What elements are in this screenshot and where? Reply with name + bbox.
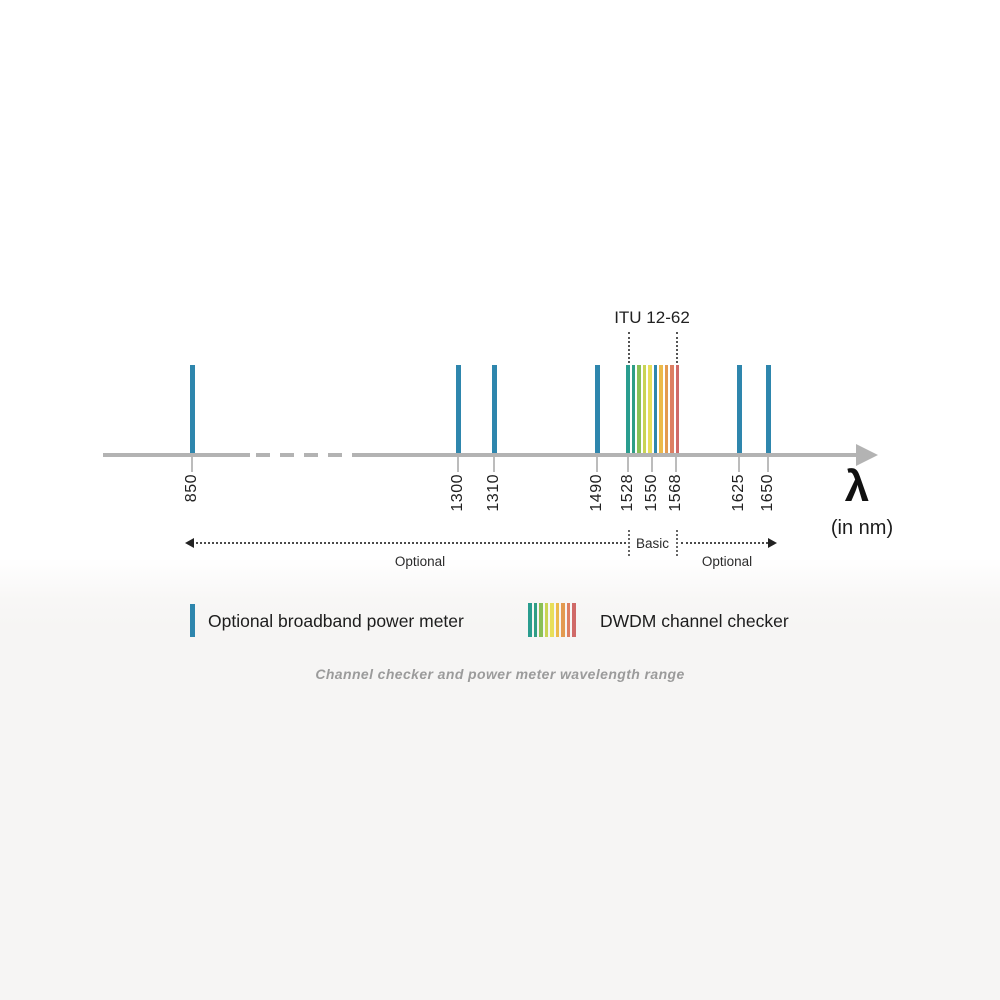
itu-range-label: ITU 12-62 <box>614 308 690 327</box>
legend-dwdm-bar <box>561 603 565 637</box>
axis-tick-label: 1490 <box>588 474 605 512</box>
dwdm-bar <box>659 365 663 453</box>
dwdm-bar <box>642 365 646 453</box>
axis-line-left-segment <box>103 453 250 457</box>
axis-line-break-dashes <box>256 453 352 457</box>
dwdm-bar <box>664 365 668 453</box>
power-meter-line <box>736 365 742 453</box>
dwdm-bar <box>670 365 674 453</box>
axis-line-main-segment <box>352 453 858 457</box>
axis-tick <box>675 457 677 472</box>
axis-tick <box>627 457 629 472</box>
power-meter-line <box>594 365 600 453</box>
legend-dwdm-bar <box>572 603 576 637</box>
legend-power-meter-swatch <box>190 604 195 637</box>
dwdm-bar <box>648 365 652 453</box>
legend-dwdm-bar <box>533 603 537 637</box>
range-arrowhead-left-icon <box>185 538 194 548</box>
dwdm-bar <box>631 365 635 453</box>
axis-unit-label: (in nm) <box>830 517 894 539</box>
dwdm-bar <box>637 365 641 453</box>
power-meter-line <box>765 365 771 453</box>
axis-tick <box>596 457 598 472</box>
lambda-symbol: λ <box>844 462 870 511</box>
basic-range-separator-right <box>676 530 678 556</box>
dwdm-bar <box>626 365 630 453</box>
power-meter-line <box>189 365 195 453</box>
axis-tick-label: 1528 <box>619 474 636 512</box>
axis-tick-label: 850 <box>183 474 200 503</box>
optional-range-label-left: Optional <box>394 554 446 569</box>
legend-dwdm-bar <box>555 603 559 637</box>
axis-tick <box>191 457 193 472</box>
axis-tick <box>651 457 653 472</box>
basic-range-label: Basic <box>635 536 669 551</box>
axis-tick-label: 1568 <box>667 474 684 512</box>
legend-dwdm-label: DWDM channel checker <box>600 611 789 631</box>
axis-tick-label: 1300 <box>449 474 466 512</box>
axis-tick <box>767 457 769 472</box>
power-meter-line <box>455 365 461 453</box>
figure-caption: Channel checker and power meter waveleng… <box>315 666 685 682</box>
optional-range-line-right <box>681 542 768 544</box>
range-arrowhead-right-icon <box>768 538 777 548</box>
legend-dwdm-bar <box>550 603 554 637</box>
legend-dwdm-bar <box>539 603 543 637</box>
power-meter-line <box>491 365 497 453</box>
basic-range-separator-left <box>628 530 630 556</box>
axis-tick <box>457 457 459 472</box>
itu-dotted-line-left <box>628 332 630 363</box>
axis-tick <box>738 457 740 472</box>
dwdm-bar <box>675 365 679 453</box>
legend-dwdm-swatch <box>528 603 577 637</box>
axis-arrowhead-icon <box>856 444 878 466</box>
optional-range-label-right: Optional <box>701 554 753 569</box>
legend-dwdm-bar <box>544 603 548 637</box>
axis-tick-label: 1550 <box>643 474 660 512</box>
dwdm-bar <box>653 365 657 453</box>
optional-range-line-left <box>196 542 626 544</box>
background-gradient-band <box>0 558 1000 1000</box>
axis-tick-label: 1625 <box>730 474 747 512</box>
axis-tick-label: 1310 <box>485 474 502 512</box>
legend-dwdm-bar <box>566 603 570 637</box>
legend-power-meter-label: Optional broadband power meter <box>208 611 464 631</box>
legend-dwdm-bar <box>528 603 532 637</box>
axis-tick <box>493 457 495 472</box>
axis-tick-label: 1650 <box>759 474 776 512</box>
itu-dotted-line-right <box>676 332 678 363</box>
